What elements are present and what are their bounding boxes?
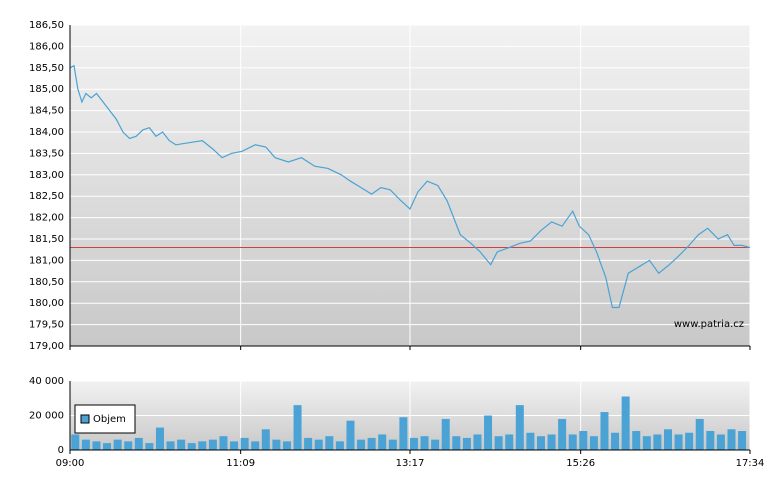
volume-bar <box>589 436 598 450</box>
volume-bar <box>71 434 80 450</box>
volume-bar <box>251 441 260 450</box>
volume-bar <box>103 443 112 450</box>
volume-bar <box>293 405 302 450</box>
volume-bar <box>642 436 651 450</box>
volume-bar <box>304 437 313 450</box>
volume-bar <box>335 441 344 450</box>
x-tick-label: 17:34 <box>736 458 765 469</box>
x-tick-label: 09:00 <box>56 458 85 469</box>
volume-bar <box>420 436 429 450</box>
volume-bar <box>685 432 694 450</box>
x-tick-label: 11:09 <box>226 458 255 469</box>
volume-bar <box>695 418 704 450</box>
volume-bar <box>155 427 164 450</box>
y-tick-label: 184,50 <box>29 106 64 117</box>
volume-bar <box>536 436 545 450</box>
volume-bar <box>653 434 662 450</box>
volume-bar <box>261 429 270 450</box>
volume-bar <box>505 434 514 450</box>
volume-bar <box>462 437 471 450</box>
y-tick-label: 179,50 <box>29 320 64 331</box>
volume-bar <box>674 434 683 450</box>
volume-bar <box>441 418 450 450</box>
volume-bar <box>526 432 535 450</box>
volume-bar <box>357 439 366 450</box>
volume-bar <box>632 431 641 450</box>
volume-bar <box>325 436 334 450</box>
volume-bar <box>727 429 736 450</box>
watermark: www.patria.cz <box>674 319 744 330</box>
volume-bar <box>113 439 122 450</box>
volume-bar <box>399 417 408 450</box>
volume-bar <box>240 437 249 450</box>
legend-swatch <box>80 414 90 424</box>
y-tick-label: 186,00 <box>29 41 64 52</box>
volume-bar <box>145 443 154 450</box>
y-tick-label: 180,50 <box>29 277 64 288</box>
volume-bar <box>219 436 228 450</box>
volume-bar <box>611 432 620 450</box>
y-tick-label: 185,00 <box>29 84 64 95</box>
volume-bar <box>230 441 239 450</box>
volume-bar <box>272 439 281 450</box>
x-tick-label: 13:17 <box>396 458 425 469</box>
y-tick-label: 20 000 <box>29 411 64 422</box>
price-line <box>69 64 751 309</box>
volume-bar <box>208 439 217 450</box>
y-tick-label: 184,00 <box>29 127 64 138</box>
volume-bar <box>494 436 503 450</box>
volume-bar <box>706 431 715 450</box>
y-tick-label: 0 <box>58 445 64 456</box>
volume-bar <box>134 437 143 450</box>
y-tick-label: 186,50 <box>29 20 64 31</box>
y-tick-label: 183,00 <box>29 170 64 181</box>
volume-bar <box>558 418 567 450</box>
volume-bar <box>282 441 291 450</box>
volume-bar <box>600 412 609 450</box>
volume-bar <box>579 431 588 450</box>
y-tick-label: 182,50 <box>29 191 64 202</box>
volume-bar <box>378 434 387 450</box>
volume-bar <box>547 434 556 450</box>
volume-bar <box>166 441 175 450</box>
volume-bar <box>92 441 101 450</box>
volume-bar <box>473 434 482 450</box>
y-tick-label: 179,00 <box>29 341 64 352</box>
volume-bar <box>198 441 207 450</box>
volume-bar <box>81 439 90 450</box>
volume-bar <box>452 436 461 450</box>
y-tick-label: 180,00 <box>29 298 64 309</box>
y-tick-label: 183,50 <box>29 148 64 159</box>
x-tick-label: 15:26 <box>566 458 595 469</box>
y-tick-label: 182,00 <box>29 213 64 224</box>
volume-bar <box>568 434 577 450</box>
volume-bar <box>409 437 418 450</box>
volume-bar <box>367 437 376 450</box>
volume-bar <box>716 434 725 450</box>
volume-bar <box>177 439 186 450</box>
y-tick-label: 185,50 <box>29 63 64 74</box>
volume-bar <box>314 439 323 450</box>
volume-bar <box>515 405 524 450</box>
legend-label: Objem <box>93 414 126 425</box>
volume-bar <box>388 439 397 450</box>
volume-bar <box>431 439 440 450</box>
volume-bar <box>124 441 133 450</box>
volume-bar <box>663 429 672 450</box>
volume-bar <box>484 415 493 450</box>
volume-bar <box>346 420 355 450</box>
volume-bar <box>621 396 630 450</box>
volume-bar <box>738 431 747 450</box>
y-tick-label: 181,50 <box>29 234 64 245</box>
y-tick-label: 181,00 <box>29 255 64 266</box>
volume-bar <box>187 443 196 450</box>
y-tick-label: 40 000 <box>29 376 64 387</box>
